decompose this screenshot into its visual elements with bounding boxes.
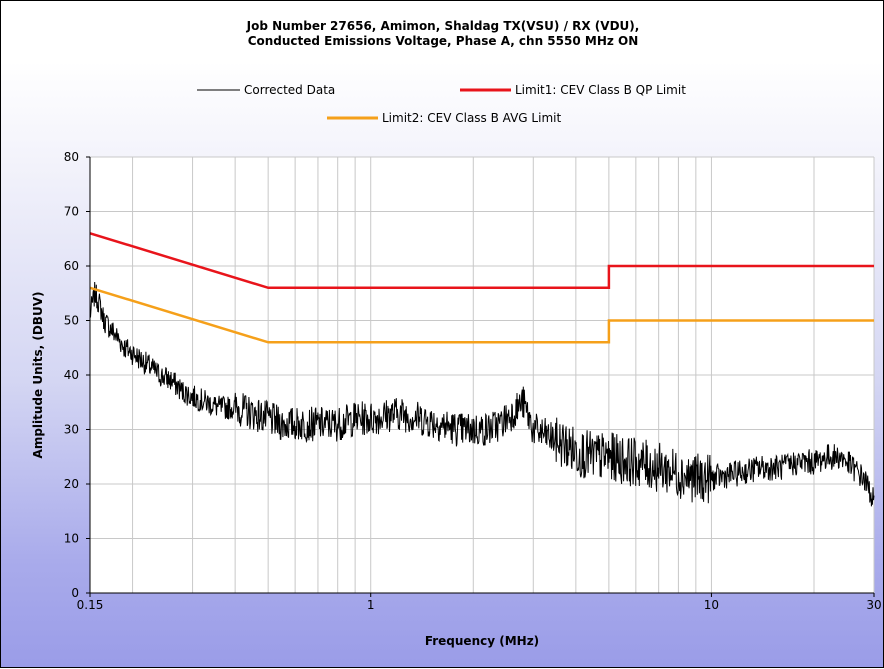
legend-label-limit1: Limit1: CEV Class B QP Limit <box>515 83 686 97</box>
y-axis-title: Amplitude Units, (DBUV) <box>31 292 45 459</box>
legend-label-corrected-data: Corrected Data <box>244 83 335 97</box>
chart-title-line-1: Job Number 27656, Amimon, Shaldag TX(VSU… <box>246 19 640 33</box>
y-tick-label: 50 <box>64 314 79 328</box>
x-tick-label: 30 <box>866 598 881 612</box>
legend-label-limit2: Limit2: CEV Class B AVG Limit <box>382 111 561 125</box>
y-tick-label: 30 <box>64 423 79 437</box>
legend: Corrected Data Limit1: CEV Class B QP Li… <box>197 83 686 125</box>
x-tick-label: 10 <box>704 598 719 612</box>
series-layer <box>89 232 875 507</box>
y-tick-label: 40 <box>64 368 79 382</box>
chart-title: Job Number 27656, Amimon, Shaldag TX(VSU… <box>1 19 884 49</box>
chart-title-line-2: Conducted Emissions Voltage, Phase A, ch… <box>247 34 639 48</box>
y-tick-label: 0 <box>71 586 79 600</box>
tick-layer: 0 10 20 30 40 50 60 70 80 0.15 1 10 30 <box>64 150 882 612</box>
x-axis-title: Frequency (MHz) <box>425 634 539 648</box>
y-tick-label: 70 <box>64 205 79 219</box>
series-limit1 <box>89 232 874 290</box>
y-tick-label: 10 <box>64 532 79 546</box>
series-limit2 <box>89 286 874 344</box>
series-corrected-data <box>89 281 875 507</box>
y-tick-label: 20 <box>64 477 79 491</box>
y-tick-label: 60 <box>64 259 79 273</box>
x-tick-label: 1 <box>367 598 375 612</box>
y-tick-label: 80 <box>64 150 79 164</box>
x-tick-label: 0.15 <box>77 598 104 612</box>
